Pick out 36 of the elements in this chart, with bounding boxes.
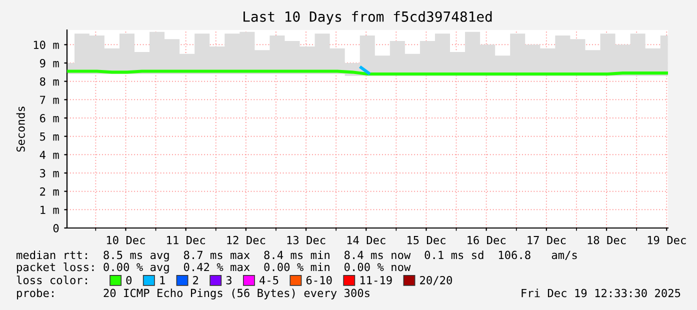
x-tick-label: 18 Dec xyxy=(588,236,626,244)
x-tick-label: 10 Dec xyxy=(106,236,145,244)
text: Fri Dec 19 12:33:30 2025 xyxy=(522,288,680,298)
legend-label: 0 xyxy=(126,276,132,284)
legend-label: 2 xyxy=(193,276,198,284)
legend-label: 3 xyxy=(226,276,232,284)
y-tick-label: 9 m xyxy=(40,59,59,68)
x-tick-label: 14 Dec xyxy=(347,236,386,244)
legend-label: 6-10 xyxy=(306,276,332,284)
x-tick-label: 15 Dec xyxy=(407,236,446,244)
text: probe: 20 ICMP Echo Pings (56 Bytes) every 300s xyxy=(17,288,370,300)
chart-title: Last 10 Days from f5cd397481ed xyxy=(244,11,492,25)
y-tick-label: 10 m xyxy=(34,40,59,50)
y-tick-label: 5 m xyxy=(40,132,59,141)
legend-label: 1 xyxy=(160,276,165,284)
y-tick-label: 0 xyxy=(53,224,59,232)
y-tick-label: 4 m xyxy=(40,150,59,159)
text: median rtt: 8.5 ms avg 8.7 ms max 8.4 ms min 8.4 ms now 0.1 ms sd 106.8 am/s xyxy=(16,250,577,262)
y-tick-label: 7 m xyxy=(40,96,59,104)
x-tick-label: 16 Dec xyxy=(468,236,506,244)
text: packet loss: 0.00 % avg 0.42 % max 0.00 % min 0.00 % now xyxy=(17,262,411,274)
y-axis-title: Seconds xyxy=(16,106,25,152)
x-tick-label: 12 Dec xyxy=(227,236,266,244)
y-tick-label: 2 m xyxy=(40,187,59,196)
legend-label: 4-5 xyxy=(260,276,278,284)
x-tick-label: 19 Dec xyxy=(648,236,686,244)
y-tick-label: 6 m xyxy=(40,114,59,122)
legend-title: loss color: xyxy=(16,276,87,284)
x-tick-label: 11 Dec xyxy=(167,236,205,244)
y-tick-label: 3 m xyxy=(40,169,59,178)
legend-label: 11-19 xyxy=(360,276,392,284)
x-tick-label: 17 Dec xyxy=(528,236,566,244)
x-tick-label: 13 Dec xyxy=(287,236,326,244)
y-tick-label: 8 m xyxy=(40,77,59,86)
legend-label: 20/20 xyxy=(420,276,452,286)
y-tick-label: 1 m xyxy=(40,206,59,214)
